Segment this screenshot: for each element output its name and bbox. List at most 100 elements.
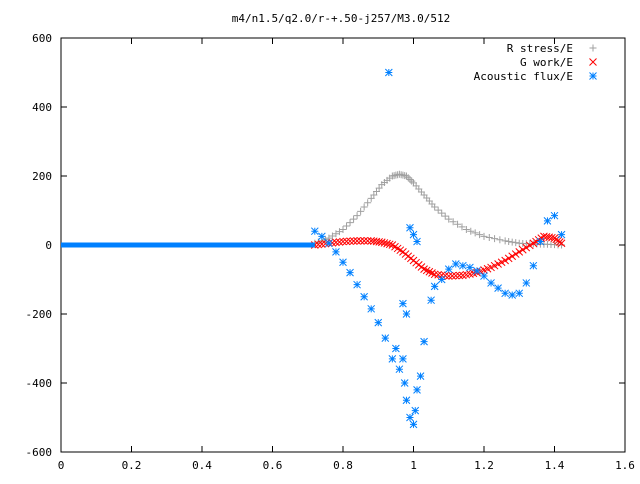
y-tick-label: -200 — [26, 308, 53, 321]
legend-marker — [589, 44, 597, 52]
data-point — [491, 235, 499, 243]
data-point — [543, 216, 552, 225]
data-point — [356, 237, 365, 245]
data-point — [353, 212, 361, 220]
data-point — [402, 310, 411, 318]
data-point — [332, 248, 340, 256]
legend-marker — [589, 72, 597, 80]
data-point — [471, 229, 479, 237]
data-point — [339, 237, 347, 246]
data-point — [462, 225, 470, 233]
data-point — [487, 279, 495, 287]
data-point — [501, 289, 510, 298]
data-point — [381, 334, 390, 343]
data-point — [339, 258, 347, 267]
data-point — [420, 265, 428, 274]
data-point — [353, 280, 361, 289]
data-point — [454, 220, 462, 228]
data-point — [350, 215, 358, 223]
data-point — [430, 282, 439, 291]
data-point — [332, 238, 340, 247]
x-tick-label: 0.6 — [263, 459, 283, 472]
data-point — [434, 270, 443, 279]
data-point — [508, 291, 517, 299]
data-point — [518, 245, 527, 254]
data-point — [512, 239, 520, 247]
x-tick-label: 0.8 — [333, 459, 353, 472]
data-point — [449, 218, 457, 226]
data-point — [388, 354, 397, 363]
data-point — [377, 238, 386, 247]
data-point — [408, 177, 416, 185]
data-point — [515, 289, 524, 298]
data-point — [325, 239, 333, 248]
data-point — [445, 215, 453, 223]
series-2 — [310, 68, 566, 429]
data-point — [314, 240, 323, 249]
data-point — [430, 270, 439, 279]
data-point — [529, 261, 538, 270]
data-point — [321, 239, 330, 248]
data-point — [335, 238, 344, 246]
data-point — [473, 267, 481, 275]
y-tick-label: 400 — [32, 101, 52, 114]
data-point — [384, 68, 393, 77]
data-point — [409, 230, 418, 239]
data-point — [427, 296, 435, 305]
data-point — [420, 337, 428, 346]
data-point — [536, 237, 545, 246]
data-point — [504, 254, 513, 263]
data-point — [317, 240, 326, 248]
x-tick-label: 1.4 — [545, 459, 565, 472]
data-point — [402, 396, 411, 405]
data-point — [557, 239, 566, 248]
data-point — [480, 272, 488, 280]
y-tick-label: -600 — [26, 446, 53, 459]
chart-title: m4/n1.5/q2.0/r-+.50-j257/M3.0/512 — [232, 12, 451, 25]
y-tick-label: 200 — [32, 170, 52, 183]
x-tick-label: 0.4 — [192, 459, 212, 472]
data-point — [413, 386, 421, 394]
data-point — [448, 272, 457, 280]
series-1 — [310, 232, 566, 280]
data-point — [411, 406, 420, 415]
y-tick-label: -400 — [26, 377, 53, 390]
data-point — [431, 203, 439, 211]
data-point — [480, 232, 488, 240]
data-point — [525, 241, 534, 250]
data-point — [511, 250, 520, 258]
data-point — [346, 219, 354, 227]
data-point — [360, 292, 369, 301]
x-tick-label: 0 — [58, 459, 65, 472]
data-point — [406, 175, 414, 183]
data-point — [343, 222, 351, 230]
data-point — [374, 318, 383, 327]
data-point — [437, 275, 446, 284]
data-point — [522, 243, 531, 252]
data-point — [406, 413, 414, 422]
data-point — [349, 237, 358, 245]
data-point — [434, 206, 442, 214]
data-point — [328, 238, 337, 247]
data-point — [346, 268, 354, 277]
data-point — [501, 256, 510, 265]
data-point — [342, 237, 351, 246]
data-point — [400, 379, 409, 387]
x-tick-label: 1.2 — [474, 459, 494, 472]
legend-label: G work/E — [520, 56, 573, 69]
data-point — [367, 304, 376, 313]
data-point — [422, 266, 431, 275]
data-point — [508, 252, 517, 261]
y-axis: 600 400 200 0 -200 -400 -600 — [26, 32, 625, 459]
data-point — [383, 239, 391, 248]
data-point — [360, 237, 369, 245]
data-point — [357, 207, 365, 215]
x-axis: 0 0.2 0.4 0.6 0.8 1 1.2 1.4 1.6 — [58, 38, 635, 472]
data-point — [466, 263, 474, 272]
data-point — [485, 233, 493, 241]
data-point — [399, 354, 407, 363]
data-point — [380, 239, 389, 247]
data-point — [515, 248, 524, 256]
data-point — [522, 279, 531, 287]
